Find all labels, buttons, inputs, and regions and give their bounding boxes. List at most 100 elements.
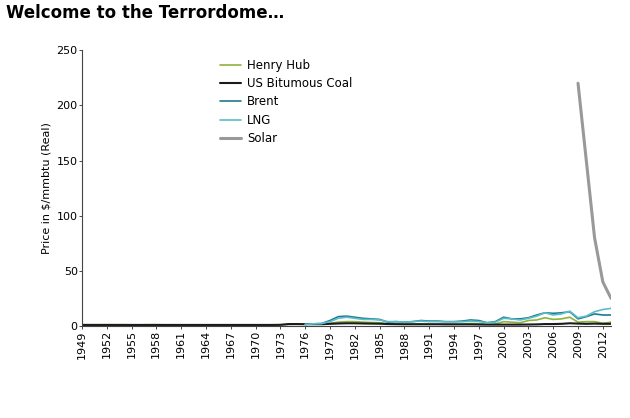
Brent — [310, 321, 318, 326]
Henry Hub — [359, 320, 367, 325]
US Bitumous Coal — [301, 322, 309, 327]
Solar — [599, 279, 607, 284]
Brent — [574, 316, 581, 321]
LNG — [583, 314, 590, 319]
Henry Hub — [178, 322, 185, 327]
LNG — [318, 321, 326, 326]
Brent — [566, 309, 573, 314]
Brent — [467, 317, 474, 322]
Henry Hub — [78, 322, 86, 327]
LNG — [475, 319, 483, 324]
Brent — [367, 316, 375, 321]
LNG — [335, 316, 342, 321]
LNG — [359, 317, 367, 322]
LNG — [525, 316, 532, 321]
Brent — [541, 310, 549, 315]
Brent — [375, 317, 383, 322]
Legend: Henry Hub, US Bitumous Coal, Brent, LNG, Solar: Henry Hub, US Bitumous Coal, Brent, LNG,… — [220, 59, 353, 145]
Line: US Bitumous Coal: US Bitumous Coal — [82, 323, 611, 325]
Text: Welcome to the Terrordome…: Welcome to the Terrordome… — [6, 4, 285, 22]
Brent — [326, 318, 334, 323]
Line: Henry Hub: Henry Hub — [82, 317, 611, 325]
Line: LNG: LNG — [305, 308, 611, 324]
Brent — [335, 314, 342, 319]
LNG — [533, 314, 541, 319]
LNG — [541, 310, 549, 315]
LNG — [384, 319, 392, 324]
Brent — [301, 322, 309, 327]
Brent — [475, 318, 483, 323]
LNG — [301, 322, 309, 327]
Brent — [483, 320, 491, 325]
LNG — [491, 320, 499, 325]
LNG — [549, 313, 557, 318]
Brent — [351, 315, 358, 320]
Brent — [450, 319, 458, 324]
LNG — [351, 316, 358, 321]
LNG — [517, 317, 524, 322]
Solar — [574, 81, 581, 86]
LNG — [558, 311, 565, 316]
LNG — [508, 316, 516, 321]
LNG — [310, 321, 318, 326]
LNG — [401, 320, 408, 325]
LNG — [483, 320, 491, 325]
LNG — [433, 319, 441, 324]
US Bitumous Coal — [541, 321, 549, 326]
Brent — [442, 319, 450, 324]
Brent — [384, 320, 392, 325]
LNG — [343, 315, 350, 320]
Y-axis label: Price in $/mmbtu (Real): Price in $/mmbtu (Real) — [41, 122, 51, 254]
Brent — [500, 315, 507, 320]
Line: Solar: Solar — [578, 83, 611, 298]
US Bitumous Coal — [235, 322, 243, 327]
Brent — [533, 313, 541, 318]
Brent — [491, 319, 499, 324]
US Bitumous Coal — [202, 322, 210, 327]
LNG — [367, 317, 375, 322]
Brent — [591, 311, 598, 316]
Brent — [392, 319, 400, 324]
Henry Hub — [591, 319, 598, 324]
Henry Hub — [210, 322, 218, 327]
Brent — [525, 315, 532, 320]
LNG — [500, 316, 507, 321]
LNG — [417, 319, 425, 324]
LNG — [459, 319, 466, 324]
LNG — [375, 317, 383, 322]
US Bitumous Coal — [359, 321, 367, 326]
Brent — [583, 314, 590, 319]
Solar — [583, 158, 590, 163]
Solar — [607, 296, 615, 301]
LNG — [326, 319, 334, 324]
US Bitumous Coal — [78, 322, 86, 327]
Brent — [508, 316, 516, 321]
Brent — [433, 319, 441, 324]
Henry Hub — [541, 315, 549, 320]
Solar — [591, 235, 598, 240]
LNG — [607, 306, 615, 311]
US Bitumous Coal — [591, 321, 598, 326]
Brent — [517, 316, 524, 321]
Brent — [417, 318, 425, 323]
US Bitumous Coal — [607, 321, 615, 326]
Henry Hub — [607, 320, 615, 325]
Brent — [401, 320, 408, 325]
Brent — [599, 313, 607, 318]
Henry Hub — [566, 315, 573, 320]
Brent — [549, 311, 557, 316]
LNG — [591, 309, 598, 314]
Brent — [425, 319, 433, 324]
LNG — [425, 319, 433, 324]
Henry Hub — [310, 321, 318, 326]
LNG — [442, 319, 450, 324]
Brent — [359, 316, 367, 321]
Line: Brent: Brent — [305, 312, 611, 324]
Brent — [343, 314, 350, 319]
LNG — [450, 319, 458, 324]
Henry Hub — [243, 322, 251, 327]
LNG — [574, 315, 581, 320]
LNG — [409, 319, 416, 324]
Brent — [318, 321, 326, 326]
Brent — [607, 313, 615, 318]
